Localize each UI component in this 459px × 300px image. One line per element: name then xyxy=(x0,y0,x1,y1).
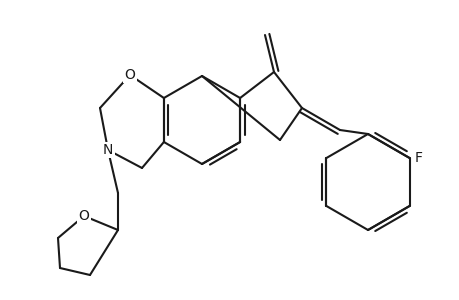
Text: O: O xyxy=(78,209,89,223)
Text: N: N xyxy=(103,143,113,157)
Text: O: O xyxy=(124,68,135,82)
Text: F: F xyxy=(414,151,422,165)
